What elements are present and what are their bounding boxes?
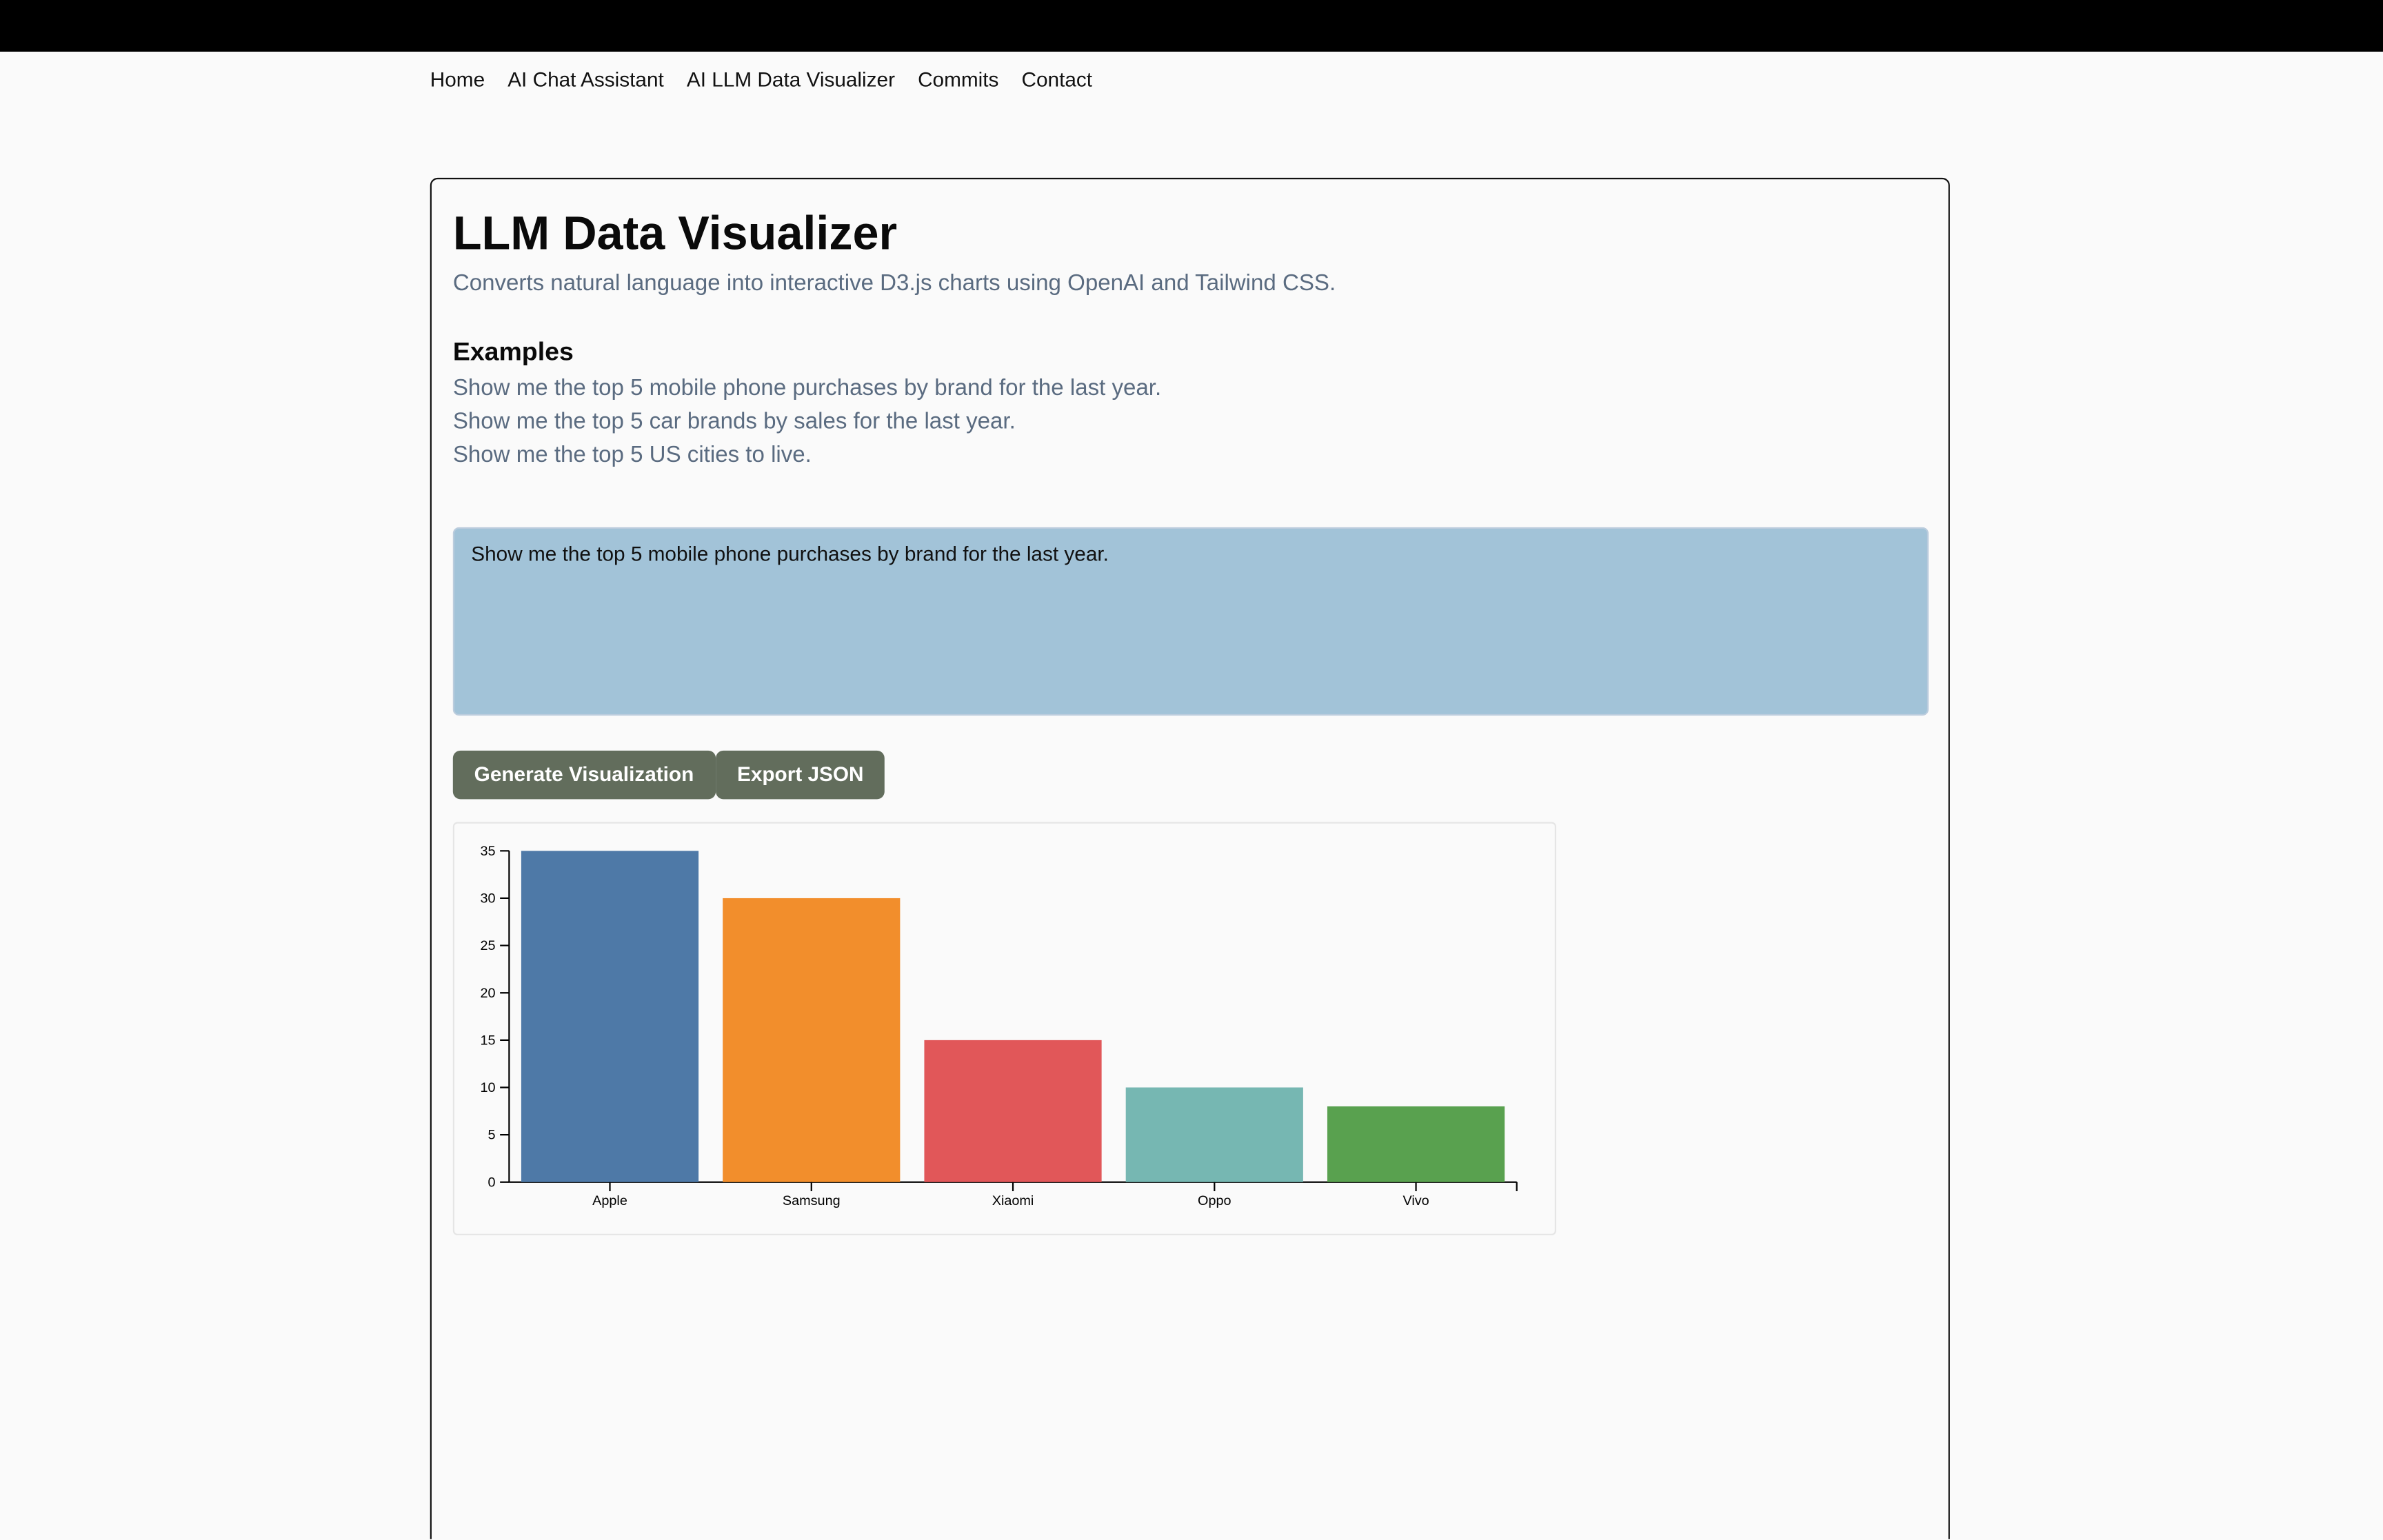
nav-link[interactable]: Home: [430, 68, 485, 92]
y-tick-label: 20: [480, 986, 495, 1001]
subtitle: Converts natural language into interacti…: [452, 270, 1336, 296]
example[interactable]: Show me the top 5 US cities to live.: [452, 442, 812, 468]
top-bar: [0, 0, 2383, 52]
chart: 0 5 10 15 20 25 30 35 Apple Samsung Xiaomi Oppo Vivo: [480, 844, 1518, 1208]
bar: [924, 1040, 1102, 1182]
x-tick-label: Apple: [592, 1193, 627, 1208]
bar: [1327, 1106, 1505, 1182]
y-tick-label: 5: [488, 1128, 496, 1143]
y-tick-label: 30: [480, 891, 495, 906]
examples-heading: Examples: [452, 337, 574, 367]
export-button[interactable]: Export JSON: [716, 750, 885, 800]
nav-link[interactable]: Commits: [918, 68, 999, 92]
x-tick-label: Vivo: [1402, 1193, 1429, 1208]
nav-link[interactable]: AI LLM Data Visualizer: [686, 68, 896, 92]
title: LLM Data Visualizer: [452, 206, 898, 260]
prompt-input[interactable]: Show me the top 5 mobile phone purchases…: [452, 527, 1929, 716]
chart-box: 0 5 10 15 20 25 30 35 Apple Samsung Xiaomi Oppo Vivo: [452, 822, 1556, 1235]
y-tick-label: 35: [480, 844, 495, 859]
example[interactable]: Show me the top 5 mobile phone purchases…: [452, 375, 1162, 401]
nav-link[interactable]: Contact: [1021, 68, 1093, 92]
bar: [521, 851, 699, 1182]
x-tick-label: Oppo: [1198, 1193, 1231, 1208]
bar: [723, 898, 901, 1182]
card: [430, 177, 1950, 1539]
x-tick-label: Xiaomi: [992, 1193, 1034, 1208]
example[interactable]: Show me the top 5 car brands by sales fo…: [452, 408, 1016, 435]
generate-button[interactable]: Generate Visualization: [452, 750, 716, 800]
y-tick-label: 0: [488, 1175, 496, 1190]
x-tick-label: Samsung: [783, 1193, 841, 1208]
bar: [1125, 1087, 1303, 1182]
nav: Home AI Chat Assistant AI LLM Data Visua…: [430, 68, 1092, 91]
y-tick-label: 15: [480, 1033, 495, 1048]
nav-link[interactable]: AI Chat Assistant: [507, 68, 664, 92]
y-tick-label: 10: [480, 1080, 495, 1095]
y-tick-label: 25: [480, 938, 495, 953]
